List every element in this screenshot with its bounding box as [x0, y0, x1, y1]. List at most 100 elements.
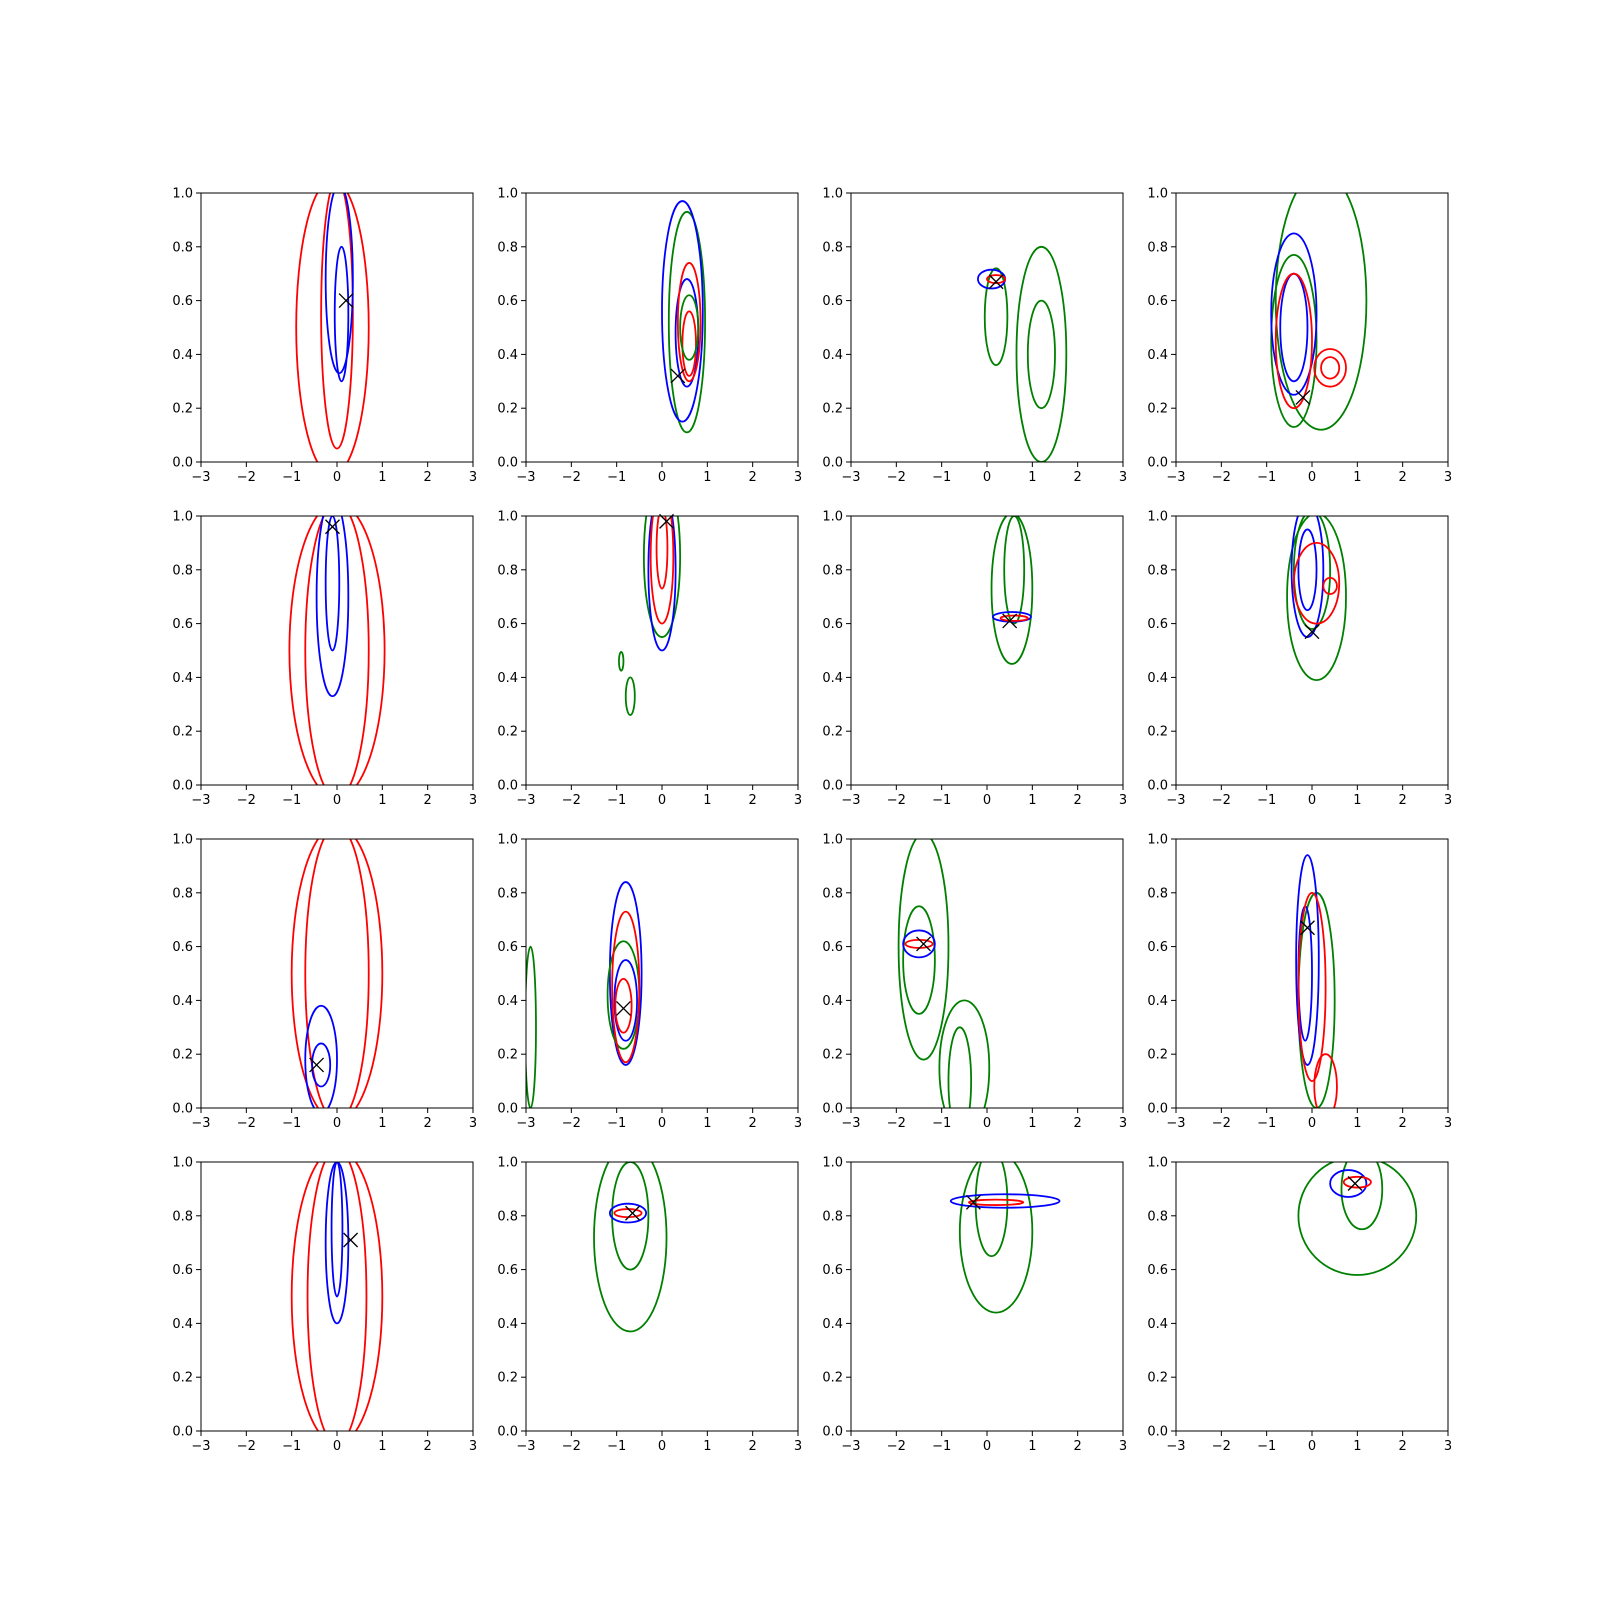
green-contour — [983, 267, 1009, 367]
x-tick-label: −3 — [191, 1116, 210, 1131]
green-contour — [526, 945, 537, 1108]
y-tick-label: 0.8 — [172, 240, 193, 255]
y-tick-label: 0.2 — [822, 402, 843, 417]
x-tick-label: 2 — [424, 470, 432, 485]
x-tick-label: 2 — [1399, 1116, 1407, 1131]
x-marker — [338, 293, 354, 309]
contour-lines — [290, 839, 384, 1108]
contour-lines — [288, 516, 386, 785]
y-tick-label: 0.2 — [1147, 1048, 1168, 1063]
blue-contour — [1270, 232, 1318, 396]
blue-contour — [1297, 528, 1318, 612]
green-contour — [642, 516, 682, 638]
x-tick-label: 0 — [658, 1116, 666, 1131]
x-marker — [1347, 1176, 1363, 1191]
x-tick-label: −3 — [1166, 1116, 1185, 1131]
y-tick-label: 0.8 — [1147, 240, 1168, 255]
x-tick-label: −1 — [1257, 1116, 1276, 1131]
green-contour — [1026, 299, 1056, 410]
y-tick-label: 0.0 — [822, 1425, 843, 1440]
green-contour — [593, 1162, 668, 1333]
x-tick-label: 3 — [469, 1439, 477, 1454]
x-tick-label: −1 — [932, 470, 951, 485]
y-tick-label: 1.0 — [172, 187, 193, 202]
y-tick-label: 1.0 — [1147, 1156, 1168, 1171]
y-tick-label: 0.6 — [497, 1263, 518, 1278]
y-tick-label: 0.0 — [822, 779, 843, 794]
x-tick-label: −3 — [841, 1439, 860, 1454]
y-tick-label: 0.4 — [172, 671, 193, 686]
x-tick-label: −1 — [607, 793, 626, 808]
x-tick-label: −2 — [1212, 793, 1231, 808]
x-tick-label: 2 — [1399, 793, 1407, 808]
contour-lines — [1270, 193, 1368, 431]
contour-lines — [295, 193, 370, 462]
red-contour — [681, 310, 697, 377]
contour-lines — [1295, 854, 1338, 1108]
green-contour — [1274, 193, 1368, 431]
y-tick-label: 0.8 — [822, 886, 843, 901]
x-tick-label: −2 — [1212, 470, 1231, 485]
contour-lines — [1297, 1162, 1418, 1276]
x-tick-label: −3 — [1166, 470, 1185, 485]
x-tick-label: −3 — [191, 470, 210, 485]
subplot-2-3: −3 −2 −1 0 1 2 3 0.0 0.2 0.4 0.6 0.8 1.0 — [1147, 833, 1452, 1132]
x-tick-label: −3 — [841, 1116, 860, 1131]
blue-contour — [661, 200, 704, 423]
x-tick-label: 0 — [983, 793, 991, 808]
red-contour — [1313, 348, 1347, 388]
blue-contour — [608, 881, 643, 1066]
x-tick-label: 1 — [1353, 793, 1361, 808]
subplot-1-1: −3 −2 −1 0 1 2 3 0.0 0.2 0.4 0.6 0.8 1.0 — [497, 510, 802, 809]
y-tick-label: 0.8 — [822, 563, 843, 578]
y-tick-label: 0.8 — [1147, 563, 1168, 578]
y-tick-label: 0.6 — [172, 617, 193, 632]
green-contour — [624, 676, 636, 716]
y-tick-label: 0.6 — [822, 294, 843, 309]
x-tick-label: 1 — [1028, 1116, 1036, 1131]
red-contour — [611, 910, 641, 1064]
y-tick-label: 1.0 — [172, 1156, 193, 1171]
x-tick-label: 1 — [1353, 470, 1361, 485]
y-tick-label: 0.0 — [497, 1425, 518, 1440]
red-contour — [295, 193, 370, 462]
y-tick-label: 0.8 — [822, 1209, 843, 1224]
y-tick-label: 0.4 — [497, 671, 518, 686]
x-marker — [625, 1205, 640, 1221]
y-tick-label: 1.0 — [497, 833, 518, 848]
green-contour — [938, 999, 991, 1108]
x-marker — [670, 368, 686, 384]
x-marker — [988, 274, 1004, 290]
subplot-0-3: −3 −2 −1 0 1 2 3 0.0 0.2 0.4 0.6 0.8 1.0 — [1147, 187, 1452, 486]
x-tick-label: 3 — [794, 793, 802, 808]
y-tick-label: 0.0 — [497, 779, 518, 794]
x-tick-label: 1 — [378, 793, 386, 808]
x-tick-label: −1 — [607, 470, 626, 485]
y-tick-label: 0.0 — [172, 1102, 193, 1117]
x-tick-label: 0 — [1308, 1116, 1316, 1131]
x-tick-label: −2 — [562, 1116, 581, 1131]
green-contour — [1297, 1162, 1418, 1276]
red-contour — [1313, 1053, 1338, 1108]
subplot-1-3: −3 −2 −1 0 1 2 3 0.0 0.2 0.4 0.6 0.8 1.0 — [1147, 510, 1452, 809]
x-tick-label: 3 — [794, 1116, 802, 1131]
contour-lines — [526, 881, 643, 1108]
y-tick-label: 0.6 — [172, 294, 193, 309]
green-contour — [1340, 1162, 1384, 1231]
red-contour — [290, 839, 384, 1108]
blue-contour — [647, 516, 677, 652]
red-contour — [614, 977, 633, 1034]
x-marker — [309, 1057, 325, 1073]
green-contour — [902, 905, 936, 1015]
blue-contour — [949, 1193, 1061, 1209]
x-marker — [1304, 624, 1320, 640]
x-tick-label: 0 — [1308, 470, 1316, 485]
y-tick-label: 0.6 — [1147, 617, 1168, 632]
x-tick-label: −1 — [932, 1116, 951, 1131]
subplot-1-2: −3 −2 −1 0 1 2 3 0.0 0.2 0.4 0.6 0.8 1.0 — [822, 510, 1127, 809]
x-tick-label: 0 — [333, 1439, 341, 1454]
subplot-1-0: −3 −2 −1 0 1 2 3 0.0 0.2 0.4 0.6 0.8 1.0 — [172, 510, 477, 809]
y-tick-label: 0.8 — [497, 240, 518, 255]
y-tick-label: 0.2 — [822, 725, 843, 740]
